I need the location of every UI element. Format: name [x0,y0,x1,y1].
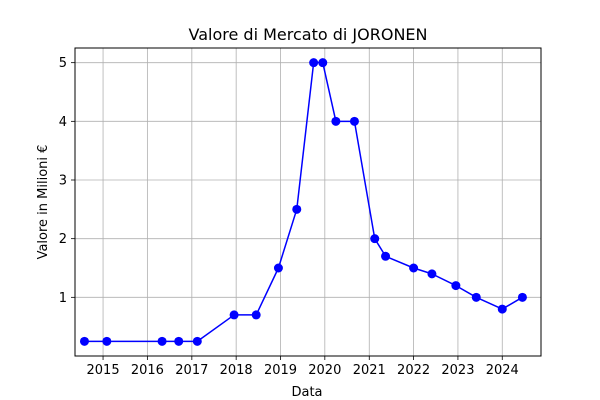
data-point-marker [192,336,202,346]
plot-area-frame [74,47,542,357]
data-point-marker [79,336,89,346]
chart-title: Valore di Mercato di JORONEN [189,25,428,44]
y-tick-label: 3 [59,174,67,189]
tick-layer: 2015 2016 2017 2018 2019 2020 2021 2022 2023 2024… [59,56,519,378]
x-tick-label: 2015 [87,363,120,378]
x-tick-label: 2021 [353,363,386,378]
x-tick-label: 2017 [175,363,208,378]
data-point-marker [409,263,419,273]
x-axis-label: Data [291,385,322,400]
data-point-marker [497,304,507,314]
x-tick-label: 2024 [486,363,519,378]
data-point-marker [427,269,437,279]
x-tick-label: 2018 [220,363,253,378]
data-point-marker [251,310,261,320]
x-tick-label: 2019 [264,363,297,378]
y-tick-label: 1 [59,291,67,306]
y-axis-label: Valore in Milioni € [36,145,51,260]
y-tick-label: 2 [59,232,67,247]
data-point-marker [102,336,112,346]
series-layer [79,58,527,346]
data-point-marker [331,116,341,126]
data-point-marker [273,263,283,273]
data-point-marker [370,234,380,244]
data-point-marker [292,204,302,214]
y-tick-label: 4 [59,115,67,130]
data-point-marker [349,116,359,126]
x-tick-label: 2022 [397,363,430,378]
data-point-marker [157,336,167,346]
data-point-marker [174,336,184,346]
x-tick-label: 2016 [131,363,164,378]
data-point-marker [318,58,328,68]
data-point-marker [229,310,239,320]
data-point-marker [471,292,481,302]
y-tick-label: 5 [59,56,67,71]
data-point-marker [381,251,391,261]
grid-layer [75,48,541,356]
data-point-marker [517,292,527,302]
data-point-marker [309,58,319,68]
x-tick-label: 2020 [308,363,341,378]
x-tick-label: 2023 [441,363,474,378]
data-point-marker [451,281,461,291]
